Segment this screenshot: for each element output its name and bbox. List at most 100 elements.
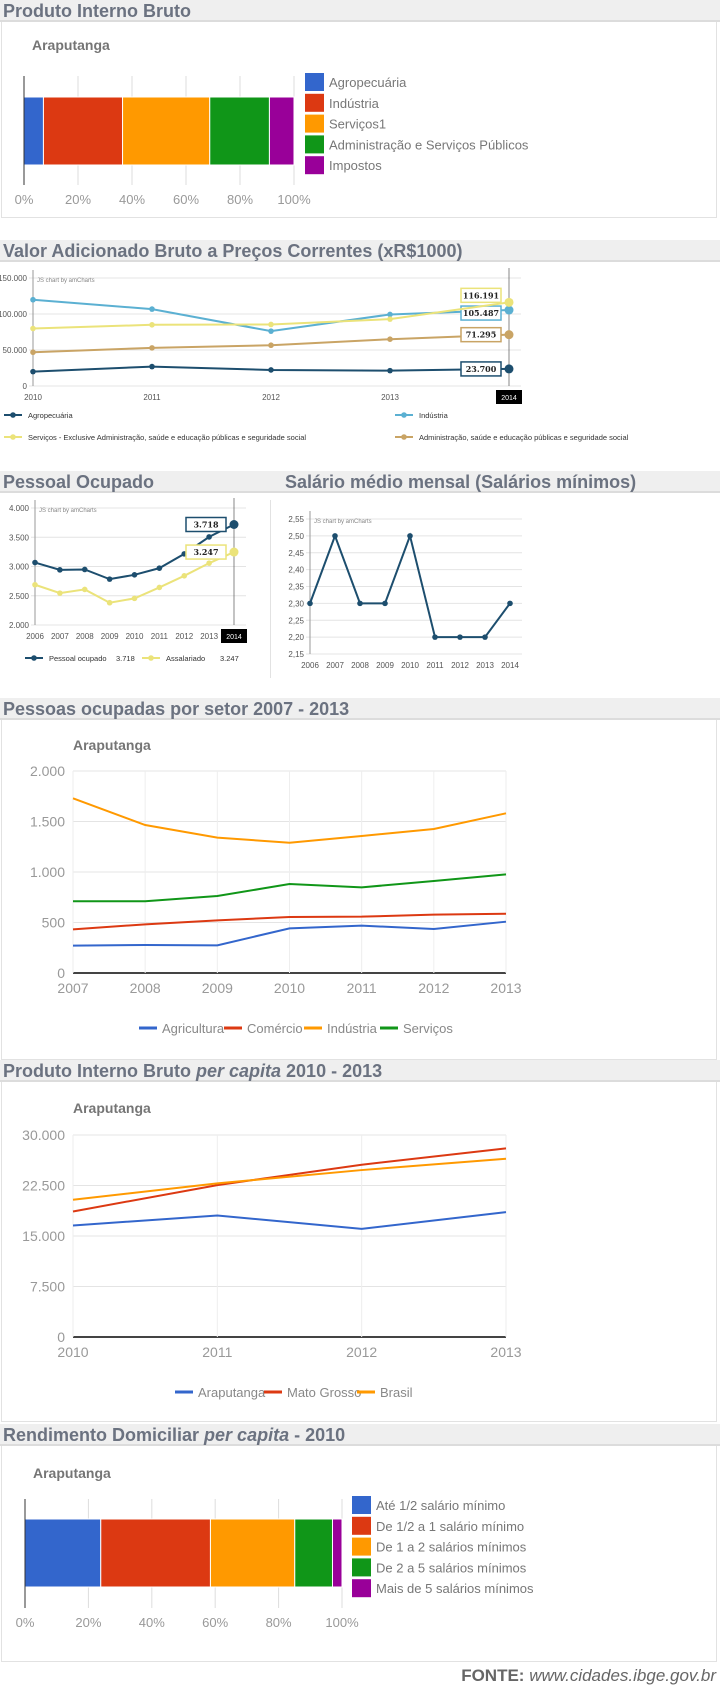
- x-tick-label: 2009: [101, 632, 119, 641]
- bar-segment: [209, 1518, 296, 1588]
- value-tooltip-label: 3.247: [193, 547, 218, 557]
- cursor-label: 2014: [226, 634, 242, 641]
- data-point: [106, 576, 113, 582]
- legend-label: Comércio: [247, 1021, 303, 1036]
- y-tick-label: 2,35: [288, 583, 304, 592]
- data-point: [149, 345, 155, 351]
- legend-label: Araputanga: [198, 1385, 266, 1400]
- bar-segment: [100, 1518, 211, 1588]
- legend-label: De 2 a 5 salários mínimos: [376, 1560, 527, 1575]
- data-point: [387, 367, 393, 374]
- data-point: [504, 305, 514, 315]
- data-point: [457, 634, 463, 640]
- pessoal-chart: 2.000 2.500 3.000 3.500 4.000 2006 2007 2008 200…: [9, 498, 247, 663]
- value-tooltip-label: 71.295: [466, 330, 497, 340]
- salario-chart: 2,15 2,20 2,25 2,30 2,35 2,40 2,45 2,50 2,55 2006…: [288, 511, 522, 670]
- x-tick-label: 2012: [346, 1344, 377, 1360]
- data-point: [307, 600, 313, 607]
- x-tick-label: 2012: [418, 980, 449, 996]
- series-line: [72, 912, 507, 931]
- bar-segment: [209, 96, 270, 166]
- y-tick-label: 15.000: [22, 1228, 65, 1244]
- data-point: [504, 330, 514, 340]
- x-tick-label: 20%: [75, 1615, 101, 1630]
- x-tick-label: 40%: [119, 192, 145, 207]
- data-point: [268, 367, 274, 373]
- legend-value: 3.718: [116, 654, 135, 663]
- title-part: - 2010: [289, 1425, 346, 1445]
- legend-label: Mais de 5 salários mínimos: [376, 1581, 534, 1596]
- legend-value: 3.247: [220, 654, 239, 663]
- x-tick-label: 100%: [325, 1615, 359, 1630]
- y-tick-label: 2,15: [288, 650, 304, 659]
- data-point: [268, 342, 274, 349]
- data-point: [268, 321, 274, 328]
- data-point: [504, 297, 514, 307]
- legend-label: Brasil: [380, 1385, 413, 1400]
- watermark: JS chart by amCharts: [314, 519, 372, 525]
- legend-label: Administração e Serviços Públicos: [329, 137, 529, 152]
- legend-swatch: [305, 156, 324, 175]
- y-tick-label: 0: [57, 1329, 65, 1345]
- data-point: [32, 581, 38, 588]
- source-label: FONTE:: [461, 1666, 525, 1685]
- legend-label: Indústria: [327, 1021, 378, 1036]
- value-tooltip: [460, 287, 502, 304]
- x-tick-label: 2007: [57, 980, 88, 996]
- legend-label: Até 1/2 salário mínimo: [376, 1498, 505, 1513]
- legend-marker: [401, 412, 407, 418]
- data-point: [131, 595, 138, 602]
- source-url[interactable]: www.cidades.ibge.gov.br: [529, 1666, 716, 1685]
- series-line: [72, 1147, 507, 1213]
- data-point: [156, 584, 163, 591]
- data-point: [387, 311, 393, 318]
- bar-segment: [23, 96, 44, 166]
- data-point: [57, 590, 63, 596]
- legend-swatch: [352, 1537, 371, 1556]
- chart-title: Araputanga: [73, 1100, 151, 1116]
- section-title-setor: Pessoas ocupadas por setor 2007 - 2013: [0, 698, 720, 720]
- legend-marker: [148, 655, 154, 661]
- pibpc-chart-panel: [1, 1082, 717, 1422]
- y-tick-label: 2,30: [288, 599, 304, 608]
- value-tooltip: [185, 544, 227, 560]
- legend-label: Indústria: [419, 411, 449, 420]
- data-point: [387, 316, 393, 322]
- section-header-row: Pessoal Ocupado Salário médio mensal (Sa…: [0, 471, 720, 493]
- data-point: [268, 328, 274, 334]
- data-point: [357, 600, 363, 607]
- x-tick-label: 2013: [490, 980, 521, 996]
- section-title-salario: Salário médio mensal (Salários mínimos): [285, 472, 637, 492]
- chart-title: Araputanga: [33, 1465, 111, 1481]
- data-point: [432, 634, 438, 640]
- data-point: [206, 560, 212, 566]
- setor-chart: Araputanga 0 500 1.000 1.500 2.000 2007 2008 200…: [30, 737, 522, 1036]
- data-point: [81, 586, 88, 593]
- value-tooltip: [460, 361, 502, 377]
- title-part: Rendimento Domiciliar: [3, 1425, 205, 1445]
- y-tick-label: 2.000: [9, 621, 30, 630]
- legend-swatch: [352, 1496, 371, 1514]
- legend-marker: [10, 412, 16, 418]
- legend-swatch: [352, 1579, 371, 1598]
- legend-swatch: [352, 1558, 371, 1577]
- watermark: JS chart by amCharts: [37, 278, 95, 284]
- x-tick-label: 2011: [426, 661, 444, 670]
- data-point: [30, 296, 36, 303]
- data-point: [57, 567, 63, 573]
- legend-swatch: [305, 135, 324, 154]
- data-point: [106, 599, 113, 606]
- legend-marker: [31, 655, 37, 661]
- section-title-pessoal: Pessoal Ocupado: [3, 472, 155, 492]
- series-line: [73, 873, 507, 903]
- y-tick-label: 150.000: [0, 274, 28, 283]
- legend-label: Agropecuária: [329, 75, 407, 90]
- data-point: [32, 559, 38, 566]
- title-part: Produto Interno Bruto: [3, 1061, 196, 1081]
- data-point: [206, 534, 212, 540]
- title-italic: per capita: [204, 1425, 290, 1445]
- y-tick-label: 500: [42, 915, 66, 931]
- y-tick-label: 3.500: [9, 533, 30, 542]
- value-tooltip-label: 23.700: [466, 364, 497, 374]
